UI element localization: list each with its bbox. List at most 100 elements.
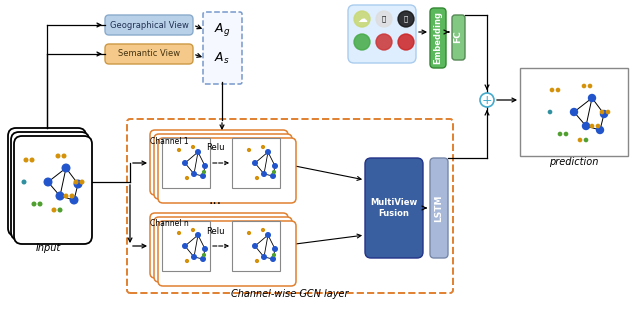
Circle shape bbox=[52, 208, 56, 212]
Circle shape bbox=[255, 260, 259, 263]
Text: $\mathit{A}_s$: $\mathit{A}_s$ bbox=[214, 50, 230, 65]
Circle shape bbox=[62, 154, 66, 158]
Circle shape bbox=[398, 11, 414, 27]
Circle shape bbox=[32, 202, 36, 206]
Text: Geographical View: Geographical View bbox=[109, 20, 188, 29]
Circle shape bbox=[178, 149, 180, 152]
Circle shape bbox=[30, 158, 34, 162]
FancyBboxPatch shape bbox=[158, 221, 296, 286]
Circle shape bbox=[186, 177, 188, 179]
Circle shape bbox=[271, 257, 275, 261]
Text: Input: Input bbox=[35, 243, 61, 253]
FancyBboxPatch shape bbox=[105, 44, 193, 64]
Circle shape bbox=[74, 180, 78, 184]
FancyBboxPatch shape bbox=[203, 12, 242, 84]
Circle shape bbox=[70, 196, 78, 204]
Circle shape bbox=[203, 164, 207, 168]
FancyBboxPatch shape bbox=[150, 213, 288, 278]
FancyBboxPatch shape bbox=[430, 158, 448, 258]
Circle shape bbox=[186, 260, 188, 263]
Circle shape bbox=[203, 171, 205, 174]
Text: $\mathit{A}_g$: $\mathit{A}_g$ bbox=[214, 21, 230, 39]
Text: LSTM: LSTM bbox=[435, 194, 444, 222]
Circle shape bbox=[548, 110, 552, 114]
FancyBboxPatch shape bbox=[452, 15, 465, 60]
FancyBboxPatch shape bbox=[150, 130, 288, 195]
Text: 🐧: 🐧 bbox=[404, 16, 408, 22]
Circle shape bbox=[556, 88, 559, 92]
Circle shape bbox=[44, 178, 52, 186]
Circle shape bbox=[266, 233, 270, 237]
FancyBboxPatch shape bbox=[105, 15, 193, 35]
Circle shape bbox=[70, 194, 74, 198]
Circle shape bbox=[262, 172, 266, 176]
Bar bbox=[162, 138, 210, 188]
FancyBboxPatch shape bbox=[127, 119, 453, 293]
Circle shape bbox=[248, 232, 250, 234]
Text: Channel-wise GCN layer: Channel-wise GCN layer bbox=[231, 289, 349, 299]
Text: ☁: ☁ bbox=[357, 14, 367, 24]
Circle shape bbox=[22, 180, 26, 184]
Bar bbox=[162, 221, 210, 271]
Circle shape bbox=[178, 232, 180, 234]
Text: 🚌: 🚌 bbox=[382, 16, 386, 22]
Circle shape bbox=[201, 257, 205, 261]
Circle shape bbox=[191, 229, 195, 231]
Circle shape bbox=[62, 164, 70, 172]
Text: Channel n: Channel n bbox=[150, 219, 189, 228]
Circle shape bbox=[56, 192, 64, 200]
Circle shape bbox=[589, 94, 595, 101]
Circle shape bbox=[596, 124, 600, 128]
Circle shape bbox=[588, 85, 591, 88]
Circle shape bbox=[201, 174, 205, 178]
Circle shape bbox=[376, 34, 392, 50]
Text: FC: FC bbox=[454, 31, 463, 43]
Circle shape bbox=[203, 247, 207, 251]
Text: Channel 1: Channel 1 bbox=[150, 137, 189, 145]
FancyBboxPatch shape bbox=[430, 8, 446, 68]
FancyBboxPatch shape bbox=[348, 5, 416, 63]
Circle shape bbox=[600, 110, 607, 117]
Circle shape bbox=[266, 150, 270, 154]
Text: prediction: prediction bbox=[549, 157, 598, 167]
Circle shape bbox=[196, 233, 200, 237]
Circle shape bbox=[196, 150, 200, 154]
Circle shape bbox=[255, 177, 259, 179]
Circle shape bbox=[579, 138, 582, 142]
Circle shape bbox=[398, 34, 414, 50]
Circle shape bbox=[354, 11, 370, 27]
Text: ...: ... bbox=[209, 193, 221, 207]
Circle shape bbox=[38, 202, 42, 206]
Text: +: + bbox=[482, 93, 492, 107]
Text: Relu: Relu bbox=[205, 144, 224, 152]
Circle shape bbox=[570, 108, 577, 115]
Text: Semantic View: Semantic View bbox=[118, 49, 180, 58]
Bar bbox=[232, 221, 280, 271]
Circle shape bbox=[273, 247, 277, 251]
Circle shape bbox=[203, 254, 205, 256]
FancyBboxPatch shape bbox=[154, 217, 292, 282]
Circle shape bbox=[271, 174, 275, 178]
Circle shape bbox=[558, 132, 562, 136]
Circle shape bbox=[582, 122, 589, 130]
FancyBboxPatch shape bbox=[158, 138, 296, 203]
FancyBboxPatch shape bbox=[8, 128, 86, 236]
Circle shape bbox=[262, 229, 264, 231]
Circle shape bbox=[590, 124, 594, 128]
FancyBboxPatch shape bbox=[365, 158, 423, 258]
Circle shape bbox=[182, 244, 188, 248]
Circle shape bbox=[80, 180, 84, 184]
Circle shape bbox=[273, 171, 275, 174]
Circle shape bbox=[191, 145, 195, 148]
FancyBboxPatch shape bbox=[154, 134, 292, 199]
Circle shape bbox=[56, 154, 60, 158]
Circle shape bbox=[192, 255, 196, 259]
Circle shape bbox=[262, 255, 266, 259]
Circle shape bbox=[606, 110, 610, 114]
Circle shape bbox=[24, 158, 28, 162]
Circle shape bbox=[600, 110, 604, 114]
Circle shape bbox=[564, 132, 568, 136]
Circle shape bbox=[376, 11, 392, 27]
Circle shape bbox=[354, 34, 370, 50]
Circle shape bbox=[253, 161, 257, 165]
